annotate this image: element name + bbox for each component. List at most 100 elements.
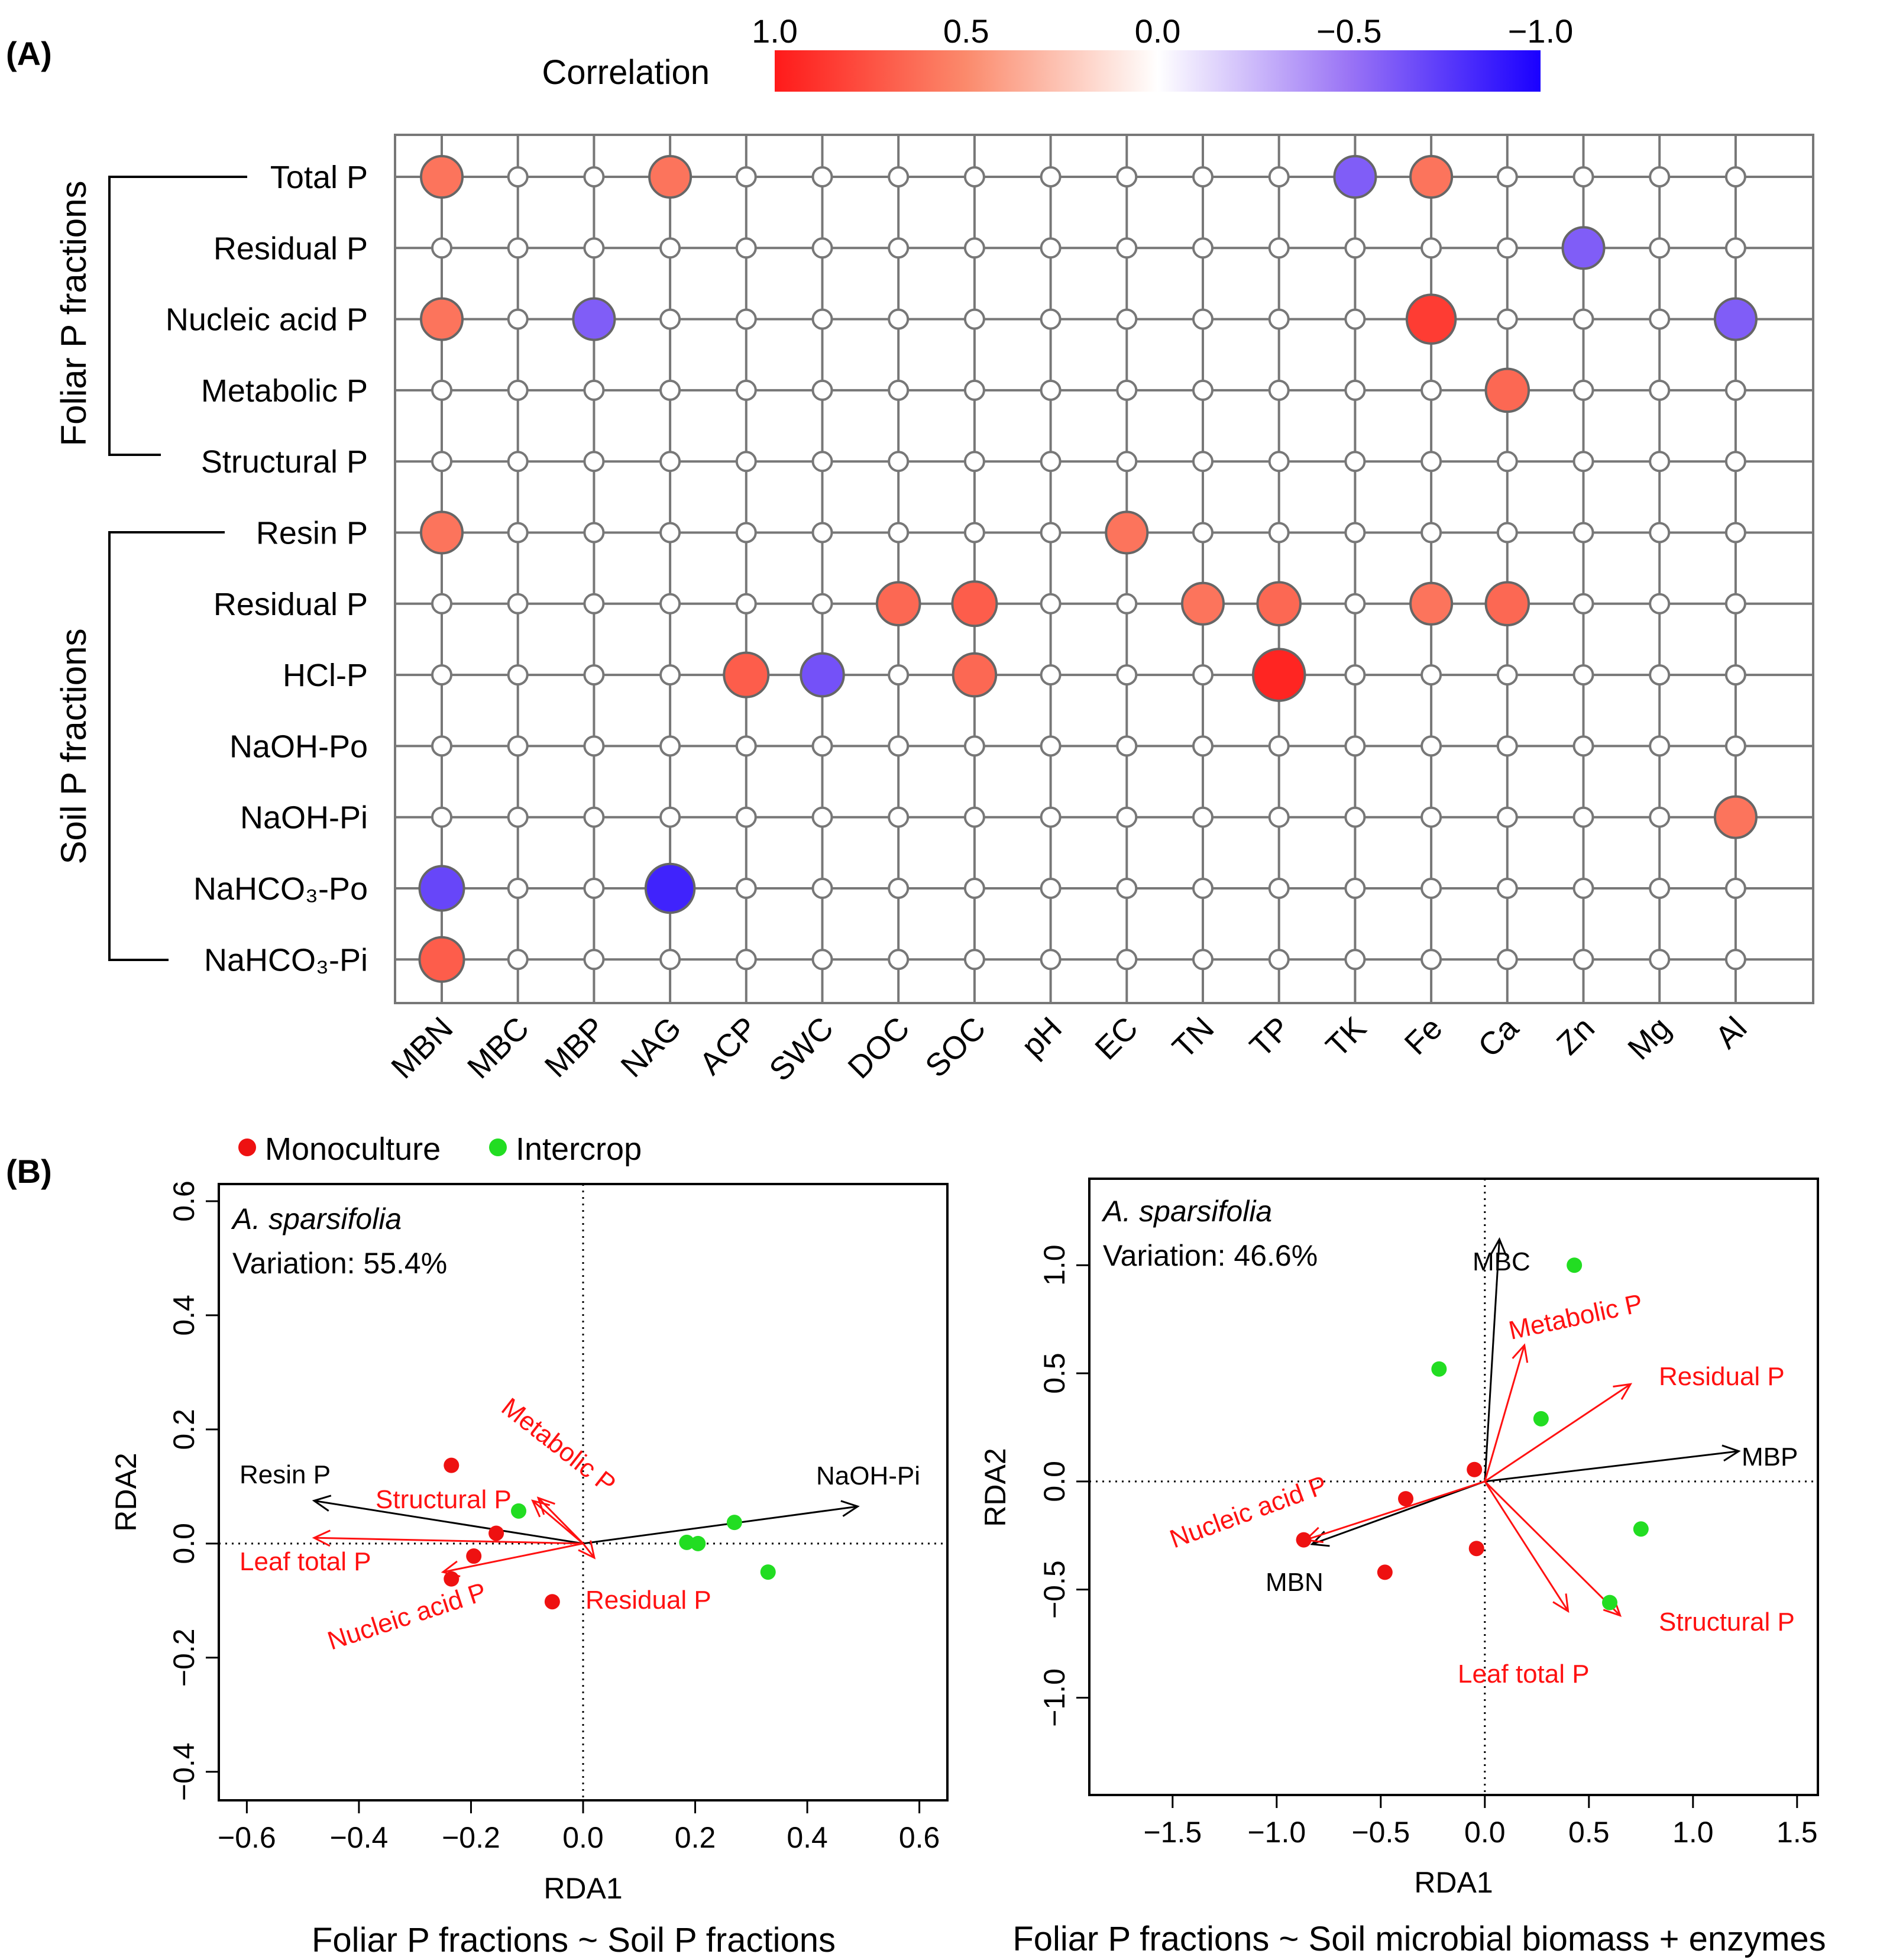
heatmap-cell-empty xyxy=(1268,806,1290,828)
colorbar-tick-label: −0.5 xyxy=(1316,12,1382,50)
heatmap-cell-empty xyxy=(507,522,529,544)
row-label-residual-p: Residual P xyxy=(213,587,368,622)
rda-right-frame xyxy=(1088,1178,1819,1796)
arrow-label-residual-p: Residual P xyxy=(585,1586,711,1615)
heatmap-cell-hcl-p-swc xyxy=(800,652,845,698)
heatmap-cell-empty xyxy=(1572,664,1594,686)
heatmap-cell-empty xyxy=(811,379,833,401)
arrow-nucleic-acid-p xyxy=(1305,1480,1486,1541)
col-label-mbn: MBN xyxy=(384,1010,460,1085)
heatmap-cell-empty xyxy=(1496,166,1518,187)
x-tick-label: −0.6 xyxy=(218,1821,276,1854)
heatmap-cell-empty xyxy=(1040,878,1062,899)
heatmap-cell-empty xyxy=(659,379,681,401)
heatmap-cell-empty xyxy=(1116,451,1138,473)
heatmap-cell-empty xyxy=(583,379,605,401)
heatmap-cell-nucleic-acid-p-mbp xyxy=(572,297,616,341)
col-label-mbp: MBP xyxy=(538,1010,612,1084)
heatmap-cell-empty xyxy=(583,593,605,614)
heatmap-cell-empty xyxy=(735,166,757,187)
heatmap-cell-empty xyxy=(1572,735,1594,757)
heatmap-cell-empty xyxy=(431,735,452,757)
heatmap-cells xyxy=(418,155,1758,983)
group-bracket-foliar: Foliar P fractions xyxy=(54,176,247,456)
heatmap-cell-empty xyxy=(963,451,985,473)
group-label-soil: Soil P fractions xyxy=(54,628,93,864)
heatmap-cell-empty xyxy=(735,522,757,544)
heatmap-cell-empty xyxy=(735,451,757,473)
heatmap-cell-empty xyxy=(583,949,605,971)
heatmap-cell-empty xyxy=(431,664,452,686)
heatmap-cell-empty xyxy=(1040,451,1062,473)
heatmap-cell-empty xyxy=(1116,949,1138,971)
y-tick-label: 0.2 xyxy=(167,1409,200,1450)
arrow-metabolic-p xyxy=(538,1497,584,1544)
point-monoculture xyxy=(1377,1564,1393,1580)
heatmap-cell-empty xyxy=(735,735,757,757)
heatmap-cell-empty xyxy=(1192,878,1214,899)
heatmap-cell-empty xyxy=(1344,379,1366,401)
heatmap-cell-empty xyxy=(1344,878,1366,899)
col-label-ph: pH xyxy=(1015,1010,1069,1064)
heatmap-cell-resin-p-mbn xyxy=(420,510,464,555)
y-tick-label: −0.4 xyxy=(167,1742,200,1801)
heatmap-cell-empty xyxy=(1192,308,1214,330)
heatmap-cell-empty xyxy=(1572,806,1594,828)
heatmap-cell-empty xyxy=(1724,593,1746,614)
heatmap-cell-empty xyxy=(1116,806,1138,828)
heatmap-cell-empty xyxy=(1420,949,1442,971)
rda-right-ylabel: RDA2 xyxy=(979,1448,1012,1526)
heatmap-cell-hcl-p-tp xyxy=(1251,648,1306,702)
heatmap-cell-empty xyxy=(1344,593,1366,614)
heatmap-cell-residual-p-doc xyxy=(875,581,921,627)
heatmap-cell-empty xyxy=(1572,522,1594,544)
heatmap-cell-empty xyxy=(888,451,910,473)
x-tick-label: 0.0 xyxy=(1464,1816,1506,1849)
row-label-nahco-po: NaHCO₃-Po xyxy=(193,871,368,907)
heatmap-cell-empty xyxy=(1344,451,1366,473)
arrow-label-residual-p: Residual P xyxy=(1659,1362,1785,1391)
heatmap-cell-empty xyxy=(507,379,529,401)
rda-plot-left: A. sparsifolia Variation: 55.4% RDA1 RDA… xyxy=(109,1180,949,1959)
heatmap-cell-empty xyxy=(1496,451,1518,473)
point-intercrop xyxy=(511,1503,527,1519)
arrow-label-leaf-total-p: Leaf total P xyxy=(240,1547,371,1576)
heatmap-cell-empty xyxy=(507,593,529,614)
y-tick-label: 0.0 xyxy=(1038,1461,1071,1502)
heatmap-gridlines xyxy=(395,135,1813,1003)
heatmap-cell-empty xyxy=(1192,949,1214,971)
arrow-naoh-pi xyxy=(583,1505,858,1545)
heatmap-cell-empty xyxy=(583,735,605,757)
heatmap-cell-empty xyxy=(1268,166,1290,187)
y-tick-label: 0.5 xyxy=(1038,1353,1071,1394)
arrowhead-resin-p xyxy=(312,1495,332,1512)
heatmap-cell-empty xyxy=(735,379,757,401)
heatmap-cell-empty xyxy=(1724,664,1746,686)
row-label-nucleic-acid-p: Nucleic acid P xyxy=(166,302,368,338)
heatmap-cell-empty xyxy=(1496,735,1518,757)
heatmap-cell-empty xyxy=(1116,379,1138,401)
heatmap-cell-empty xyxy=(659,949,681,971)
heatmap-cell-residual-p-tp xyxy=(1256,581,1302,627)
heatmap-cell-empty xyxy=(811,593,833,614)
point-intercrop xyxy=(1602,1594,1617,1610)
heatmap-cell-empty xyxy=(888,735,910,757)
heatmap-cell-empty xyxy=(963,735,985,757)
heatmap-cell-residual-p-tn xyxy=(1181,581,1225,626)
heatmap-cell-empty xyxy=(1192,735,1214,757)
heatmap-cell-empty xyxy=(1040,166,1062,187)
heatmap-cell-empty xyxy=(583,237,605,259)
heatmap-cell-empty xyxy=(1572,451,1594,473)
heatmap-cell-empty xyxy=(811,878,833,899)
rda-left-variation: Variation: 55.4% xyxy=(232,1247,447,1280)
legend: Monoculture Intercrop xyxy=(238,1131,642,1167)
heatmap-cell-empty xyxy=(1724,237,1746,259)
rda-right-xlabel: RDA1 xyxy=(1414,1866,1493,1899)
point-monoculture xyxy=(466,1548,482,1564)
x-tick-label: 0.4 xyxy=(787,1821,828,1854)
heatmap-cell-empty xyxy=(1572,308,1594,330)
heatmap-cell-empty xyxy=(1040,308,1062,330)
heatmap-row-labels: Total P Residual P Nucleic acid P Metabolic… xyxy=(166,160,368,978)
heatmap-cell-empty xyxy=(659,522,681,544)
heatmap-cell-total-p-tk xyxy=(1333,155,1377,199)
